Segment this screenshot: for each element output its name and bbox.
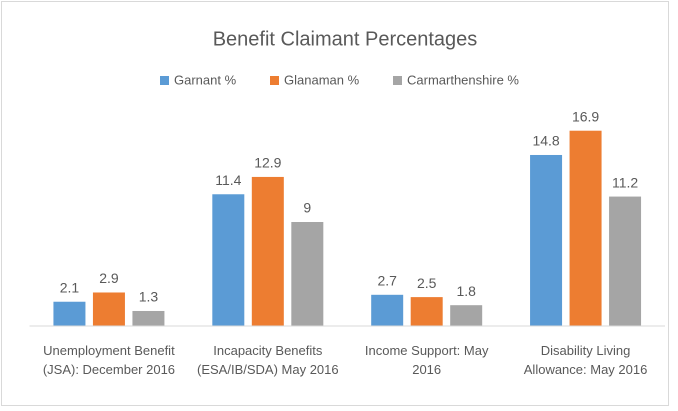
- data-label: 1.8: [456, 283, 476, 299]
- bar: [251, 176, 284, 326]
- data-label: 2.7: [377, 273, 397, 289]
- legend-label: Carmarthenshire %: [407, 72, 519, 87]
- legend-label: Garnant %: [174, 72, 237, 87]
- data-label: 16.9: [572, 108, 599, 124]
- data-label: 1.3: [139, 289, 159, 305]
- data-label: 12.9: [254, 155, 281, 171]
- bar: [530, 154, 563, 326]
- chart-title: Benefit Claimant Percentages: [213, 28, 478, 50]
- data-label: 9: [303, 200, 311, 216]
- bar: [92, 292, 125, 326]
- bar: [569, 130, 602, 326]
- x-tick-label: Income Support: May 2016: [364, 343, 489, 377]
- data-label: 11.2: [612, 174, 638, 190]
- x-tick-label: Incapacity Benefits (ESA/IB/SDA) May 201…: [197, 343, 339, 377]
- bar: [212, 194, 245, 326]
- bar: [371, 294, 404, 326]
- bar: [609, 196, 642, 326]
- data-label: 14.8: [532, 133, 559, 149]
- bar: [132, 310, 165, 326]
- data-label: 2.9: [99, 270, 119, 286]
- x-tick-label: Disability Living Allowance: May 2016: [523, 343, 648, 377]
- x-tick-label: Unemployment Benefit (JSA): December 201…: [42, 343, 176, 377]
- legend-swatch: [160, 76, 169, 85]
- legend-swatch: [393, 76, 402, 85]
- bar: [450, 305, 483, 326]
- bar: [53, 301, 86, 326]
- bar: [291, 222, 324, 326]
- bar: [410, 297, 443, 326]
- data-label: 11.4: [215, 172, 241, 188]
- data-label: 2.1: [60, 279, 80, 295]
- data-label: 2.5: [417, 275, 437, 291]
- legend-swatch: [270, 76, 279, 85]
- legend-label: Glanaman %: [284, 72, 360, 87]
